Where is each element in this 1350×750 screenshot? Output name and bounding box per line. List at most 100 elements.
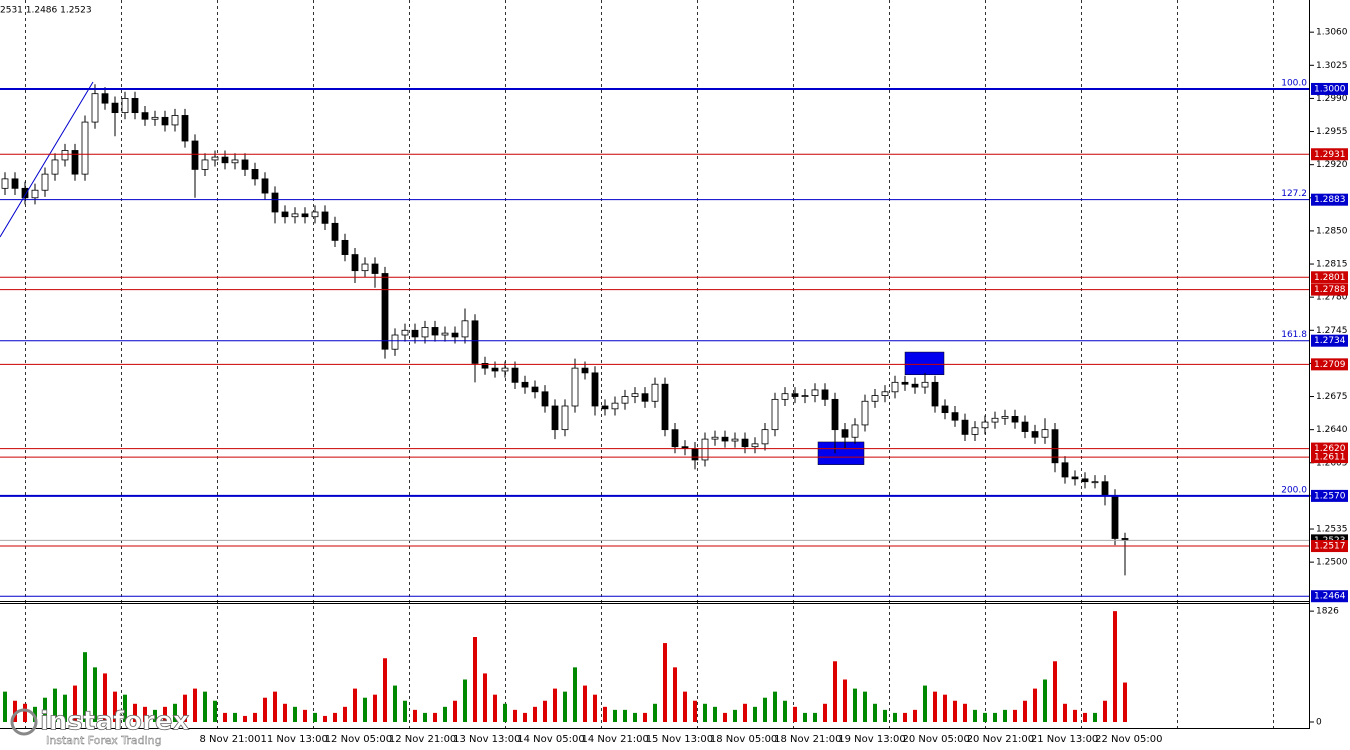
level-label: 1.3000 (1314, 84, 1346, 94)
volume-bar (213, 700, 217, 722)
volume-bar (493, 694, 497, 722)
x-tick-label: 20 Nov 21:00 (967, 734, 1034, 745)
candle-body (331, 222, 339, 241)
level-tag (1311, 148, 1348, 161)
volume-bar (663, 643, 667, 722)
level-label: 1.2801 (1314, 273, 1346, 283)
candle-body (511, 367, 519, 383)
candle-body (1101, 481, 1109, 497)
y-tick-label: 1.2815 (1316, 260, 1348, 270)
candle-body (631, 393, 639, 397)
volume-bar (743, 703, 747, 722)
level-label: 1.2931 (1314, 150, 1346, 160)
level-tag (1311, 271, 1348, 284)
volume-bar (943, 694, 947, 722)
candle-body (981, 421, 989, 429)
volume-bar (293, 706, 297, 722)
volume-bar (1113, 611, 1117, 722)
candle-body (431, 327, 439, 336)
volume-bar (233, 712, 237, 722)
candle-body (581, 367, 589, 374)
volume-bar (63, 694, 67, 722)
level-tag (1311, 283, 1348, 296)
volume-bar (313, 712, 317, 722)
volume-bar (613, 709, 617, 722)
volume-bar (23, 703, 27, 722)
grid: 1.30601.30251.29901.29551.29201.28851.28… (25, 0, 1348, 745)
candle-body (1081, 478, 1089, 483)
x-tick-label: 19 Nov 13:00 (838, 734, 905, 745)
volume-bar (963, 703, 967, 722)
x-tick-label: 22 Nov 05:00 (1095, 734, 1162, 745)
candle-body (151, 116, 159, 120)
candle-body (931, 381, 939, 407)
zone (904, 351, 945, 376)
volume-bar (353, 688, 357, 722)
volume-bar (1063, 703, 1067, 722)
candle-body (451, 332, 459, 338)
candle-body (601, 405, 609, 410)
volume-bar (903, 712, 907, 722)
x-tick-label: 12 Nov 21:00 (389, 734, 456, 745)
volume-bar (623, 709, 627, 722)
x-tick-label: 18 Nov 05:00 (710, 734, 777, 745)
volume-bar (203, 691, 207, 722)
candle-body (951, 412, 959, 421)
volume-bar (693, 700, 697, 722)
volume-bar (103, 673, 107, 722)
level-label: 1.2517 (1314, 542, 1346, 552)
y-tick-label: 1.2535 (1316, 525, 1348, 535)
y-tick-label: 1.2920 (1316, 160, 1348, 170)
level-tag (1311, 334, 1348, 347)
candle-body (421, 327, 429, 338)
x-tick-label: 21 Nov 13:00 (1031, 734, 1098, 745)
candle-body (381, 273, 389, 350)
volume-bar (593, 694, 597, 722)
volume-bar (173, 703, 177, 722)
candle-body (801, 395, 809, 397)
volume-bar (223, 712, 227, 722)
volume-bar (443, 706, 447, 722)
candle-body (531, 386, 539, 393)
candle-body (1001, 416, 1009, 419)
candle-body (1, 178, 9, 189)
volume-bar (503, 703, 507, 722)
volume-bar (1073, 709, 1077, 722)
volume-bar (93, 667, 97, 722)
volume-bar (73, 685, 77, 722)
volume-bar (703, 703, 707, 722)
volume-bar (753, 706, 757, 722)
candle-body (211, 156, 219, 161)
volume-bar (783, 700, 787, 722)
watermark-tagline: Instant Forex Trading (46, 734, 162, 747)
volume-bar (893, 712, 897, 722)
candle-body (971, 427, 979, 435)
x-tick-label: 14 Nov 21:00 (581, 734, 648, 745)
candle-body (901, 381, 909, 385)
volume-bar (883, 709, 887, 722)
candle-body (271, 192, 279, 213)
candle-body (11, 178, 19, 189)
level-tag (1311, 451, 1348, 464)
candle-body (1091, 481, 1099, 484)
volume-bar (823, 703, 827, 722)
volume-bar (43, 697, 47, 722)
candle-body (831, 398, 839, 431)
candle-body (171, 115, 179, 126)
volume-bar (1013, 709, 1017, 722)
level-tag (1311, 193, 1348, 206)
volume-bar (993, 712, 997, 722)
candle-body (361, 263, 369, 272)
candle-body (961, 419, 969, 435)
volume-bar (1043, 679, 1047, 722)
candle-body (851, 424, 859, 438)
volume-bar (863, 691, 867, 722)
y-tick-label: 1.2640 (1316, 425, 1348, 435)
volume-bar (873, 703, 877, 722)
candle-body (1051, 429, 1059, 464)
level-label: 1.2734 (1314, 336, 1346, 346)
y-tick-label: 1.2500 (1316, 558, 1348, 568)
volume-bar (413, 709, 417, 722)
candle-body (861, 400, 869, 426)
candle-body (351, 254, 359, 272)
